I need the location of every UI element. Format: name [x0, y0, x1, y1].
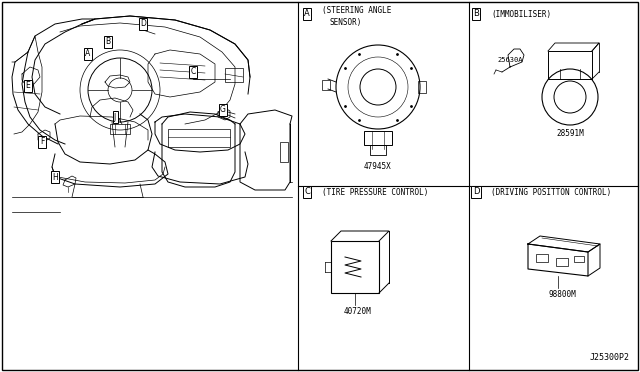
Text: 40720M: 40720M	[343, 307, 371, 316]
Text: 28591M: 28591M	[556, 129, 584, 138]
Text: A: A	[304, 10, 310, 19]
Text: SENSOR): SENSOR)	[330, 19, 362, 28]
Text: (IMMOBILISER): (IMMOBILISER)	[491, 10, 551, 19]
Text: J25300P2: J25300P2	[590, 353, 630, 362]
Text: B: B	[473, 10, 479, 19]
Text: 98800M: 98800M	[548, 290, 576, 299]
Bar	[225, 68, 243, 82]
Text: C: C	[190, 67, 196, 77]
Text: A: A	[85, 49, 91, 58]
Bar	[331, 241, 379, 293]
Text: (DRIVING POSITTON CONTROL): (DRIVING POSITTON CONTROL)	[491, 187, 611, 196]
Bar	[370, 145, 386, 155]
Bar	[556, 258, 568, 266]
Text: E: E	[26, 81, 30, 90]
Text: B: B	[106, 38, 111, 46]
Bar	[322, 80, 330, 90]
Bar	[536, 254, 548, 262]
Bar	[574, 256, 584, 262]
Text: (STEERING ANGLE: (STEERING ANGLE	[322, 6, 392, 16]
Bar	[280, 142, 288, 162]
Bar	[418, 81, 426, 93]
Text: J: J	[114, 112, 116, 122]
Bar	[548, 51, 592, 79]
Bar	[364, 131, 392, 145]
Text: H: H	[52, 173, 58, 182]
Text: C: C	[304, 187, 310, 196]
Text: D: D	[473, 187, 479, 196]
Text: D: D	[140, 19, 146, 29]
Bar	[168, 129, 230, 147]
Bar	[110, 124, 130, 134]
Text: 47945X: 47945X	[364, 162, 392, 171]
Text: (TIRE PRESSURE CONTROL): (TIRE PRESSURE CONTROL)	[322, 187, 428, 196]
Text: F: F	[40, 138, 44, 147]
Text: G: G	[220, 106, 226, 115]
Text: 25630A: 25630A	[497, 57, 523, 63]
